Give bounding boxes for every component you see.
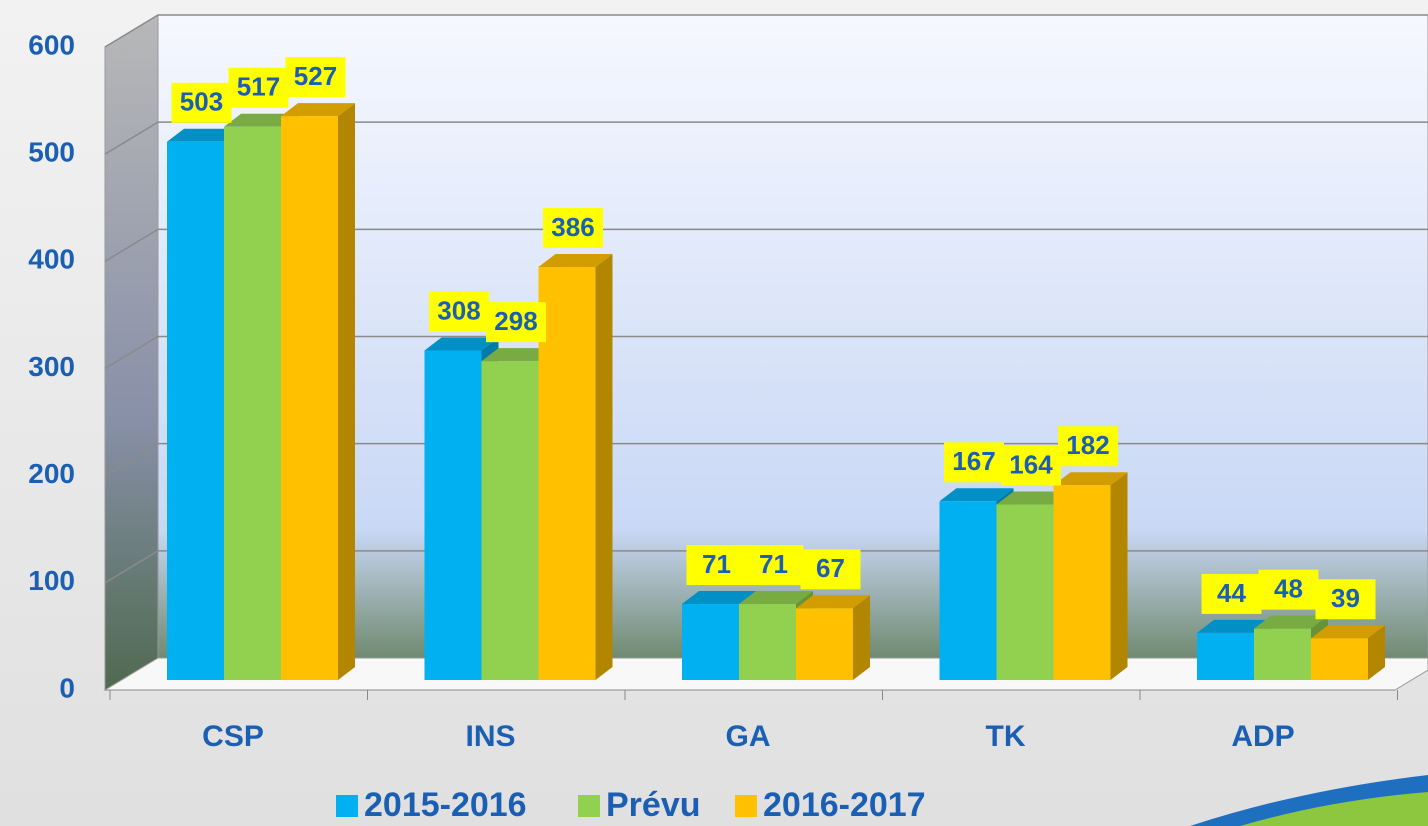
data-label: 167	[952, 446, 995, 476]
bar-side	[853, 595, 870, 680]
data-label: 517	[237, 72, 280, 102]
y-tick-label: 500	[28, 137, 75, 168]
data-label-box	[686, 545, 747, 586]
data-label: 71	[702, 549, 731, 579]
data-label: 44	[1217, 578, 1246, 608]
bar	[538, 266, 596, 680]
y-tick-label: 0	[59, 672, 75, 703]
grid-line	[104, 442, 1428, 477]
bar	[424, 350, 482, 680]
data-label: 164	[1009, 449, 1053, 479]
data-label-box	[543, 207, 603, 248]
x-tick-label: INS	[465, 720, 515, 753]
bar-top	[481, 348, 556, 362]
bar-top	[424, 337, 499, 351]
grid-line	[104, 14, 1428, 48]
data-label-box	[1058, 426, 1118, 467]
grid-line	[104, 121, 1428, 155]
bar	[1197, 632, 1254, 680]
data-label-box	[1201, 573, 1262, 614]
data-label-box	[1315, 579, 1376, 620]
decoration	[1240, 792, 1428, 826]
bar-top	[224, 113, 298, 127]
grid-line	[104, 335, 1428, 370]
bar-top	[281, 103, 355, 117]
x-tick-label: GA	[726, 720, 771, 753]
legend-label: 2016-2017	[763, 786, 926, 824]
grid-line	[104, 228, 1428, 262]
bar-side	[1368, 625, 1385, 680]
data-label: 308	[437, 295, 480, 325]
data-label: 71	[759, 549, 788, 579]
bar-top	[1254, 615, 1328, 629]
y-tick-label: 400	[28, 244, 75, 275]
bar	[796, 608, 853, 680]
data-label-box	[800, 549, 861, 590]
x-tick-label: CSP	[202, 720, 264, 753]
data-label: 39	[1331, 583, 1360, 613]
data-label-box	[743, 545, 804, 586]
legend-swatch	[735, 795, 757, 817]
data-label: 182	[1066, 430, 1109, 460]
bar-top	[682, 591, 756, 605]
bar-side	[595, 253, 613, 681]
data-label-box	[1258, 569, 1319, 610]
bar-top	[939, 488, 1014, 502]
data-label-box	[171, 82, 232, 123]
bar-top	[538, 253, 613, 267]
bar	[167, 141, 224, 681]
data-label-box	[944, 442, 1004, 483]
y-tick-label: 600	[28, 29, 75, 60]
bar-top	[739, 591, 813, 605]
data-label-box	[228, 67, 289, 108]
y-tick-label: 300	[28, 351, 75, 382]
bar-side	[338, 103, 355, 681]
data-label: 298	[494, 306, 537, 336]
bar-top	[167, 128, 241, 142]
bar-top	[1311, 625, 1385, 639]
bar-side	[1110, 472, 1128, 680]
legend-label: 2015-2016	[364, 786, 527, 824]
legend-label: Prévu	[606, 786, 701, 824]
data-label: 386	[551, 212, 594, 242]
data-label-box	[429, 291, 489, 332]
data-label: 67	[816, 553, 845, 583]
y-tick-label: 200	[28, 458, 75, 489]
bar	[1311, 638, 1368, 680]
bar	[1254, 628, 1311, 680]
bar	[682, 604, 739, 680]
data-label: 527	[294, 61, 337, 91]
bar	[224, 126, 281, 680]
bar	[481, 361, 539, 680]
data-label: 503	[180, 87, 223, 117]
legend-swatch	[578, 795, 600, 817]
data-label: 48	[1274, 574, 1303, 604]
x-tick-label: TK	[986, 720, 1026, 753]
bar	[739, 604, 796, 680]
bar-top	[1197, 619, 1271, 633]
bar	[939, 501, 997, 680]
bar-top	[1053, 472, 1128, 486]
data-label-box	[1001, 445, 1061, 486]
data-label-box	[285, 57, 346, 98]
bar	[281, 116, 338, 681]
bar-top	[796, 595, 870, 609]
bar-top	[996, 491, 1071, 505]
data-label-box	[486, 302, 546, 343]
legend-swatch	[336, 795, 358, 817]
bar	[996, 504, 1054, 680]
y-tick-label: 100	[28, 565, 75, 596]
x-tick-label: ADP	[1231, 720, 1294, 753]
bar	[1053, 485, 1111, 680]
